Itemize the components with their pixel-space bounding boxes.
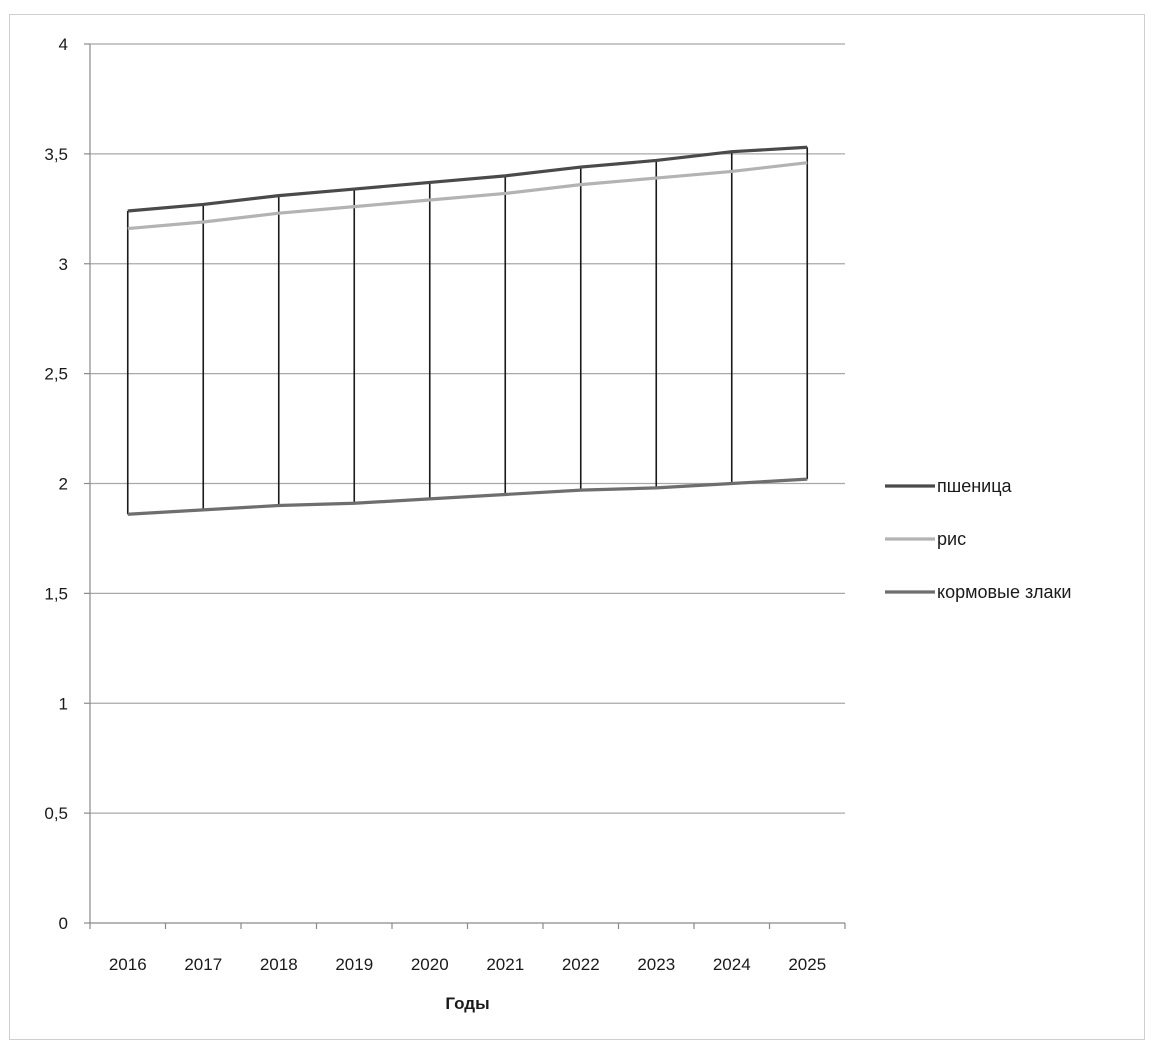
x-tick-label: 2019 <box>335 955 373 974</box>
legend-label: кормовые злаки <box>937 582 1072 602</box>
x-tick-label: 2016 <box>109 955 147 974</box>
chart-frame <box>9 14 1145 1040</box>
axes <box>84 43 846 929</box>
x-tick-label: 2022 <box>562 955 600 974</box>
x-tick-label: 2023 <box>637 955 675 974</box>
y-tick-label: 0 <box>59 914 68 933</box>
x-tick-label: 2024 <box>713 955 751 974</box>
y-tick-label: 2 <box>59 475 68 494</box>
y-tick-label: 1,5 <box>44 584 68 603</box>
legend: пшеница рис кормовые злаки <box>885 476 1072 602</box>
x-axis-tick-labels: 2016 2017 2018 2019 2020 2021 2022 2023 2024 2025 <box>109 955 826 974</box>
y-tick-label: 4 <box>59 35 68 54</box>
x-tick-label: 2018 <box>260 955 298 974</box>
series-line-2 <box>127 161 808 231</box>
y-tick-label: 3,5 <box>44 145 68 164</box>
series-line-3 <box>127 477 808 516</box>
drop-lines <box>126 147 809 515</box>
x-tick-label: 2020 <box>411 955 449 974</box>
y-tick-label: 0,5 <box>44 804 68 823</box>
y-axis-tick-labels: 0 0,5 1 1,5 2 2,5 3 3,5 4 <box>44 35 68 933</box>
legend-label: пшеница <box>937 476 1013 496</box>
x-tick-label: 2021 <box>486 955 524 974</box>
y-tick-label: 1 <box>59 694 68 713</box>
x-tick-label: 2017 <box>184 955 222 974</box>
legend-label: рис <box>937 529 966 549</box>
y-tick-label: 3 <box>59 255 68 274</box>
x-axis-title: Годы <box>445 994 489 1013</box>
y-tick-label: 2,5 <box>44 365 68 384</box>
series-line-1 <box>127 145 808 213</box>
x-tick-label: 2025 <box>788 955 826 974</box>
series-lines <box>127 145 808 516</box>
